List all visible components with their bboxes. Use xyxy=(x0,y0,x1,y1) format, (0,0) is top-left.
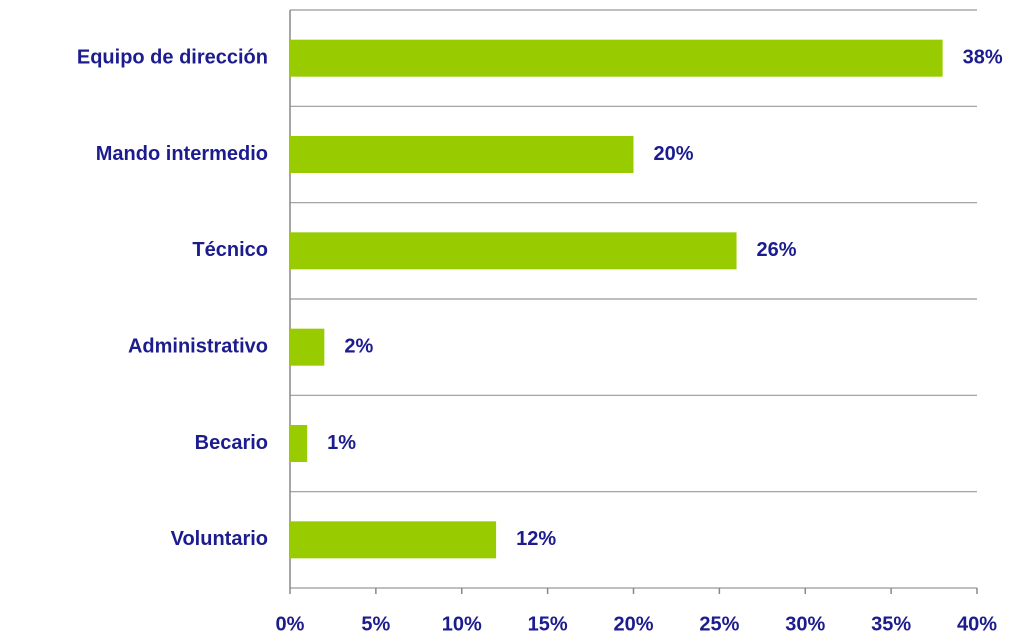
bar xyxy=(290,232,737,270)
y-tick-label: Mando intermedio xyxy=(96,143,268,165)
bar xyxy=(290,328,325,366)
data-label: 1% xyxy=(327,432,356,454)
x-tick-label: 30% xyxy=(785,613,825,635)
y-tick-label: Voluntario xyxy=(171,528,268,550)
x-tick-label: 15% xyxy=(528,613,568,635)
y-tick-label: Técnico xyxy=(192,239,268,261)
y-tick-label: Administrativo xyxy=(128,335,268,357)
x-tick-label: 35% xyxy=(871,613,911,635)
bar xyxy=(290,521,497,559)
x-tick-label: 40% xyxy=(957,613,997,635)
x-tick-label: 10% xyxy=(442,613,482,635)
data-label: 20% xyxy=(654,143,694,165)
data-label: 12% xyxy=(516,528,556,550)
bar xyxy=(290,39,943,77)
data-label: 38% xyxy=(963,46,1003,68)
data-label: 26% xyxy=(757,239,797,261)
x-tick-label: 0% xyxy=(276,613,305,635)
x-tick-label: 25% xyxy=(699,613,739,635)
x-tick-label: 5% xyxy=(361,613,390,635)
data-label: 2% xyxy=(344,335,373,357)
x-tick-label: 20% xyxy=(613,613,653,635)
bar xyxy=(290,136,634,173)
y-tick-label: Equipo de dirección xyxy=(77,46,268,68)
bar xyxy=(290,425,308,462)
y-tick-label: Becario xyxy=(195,432,268,454)
